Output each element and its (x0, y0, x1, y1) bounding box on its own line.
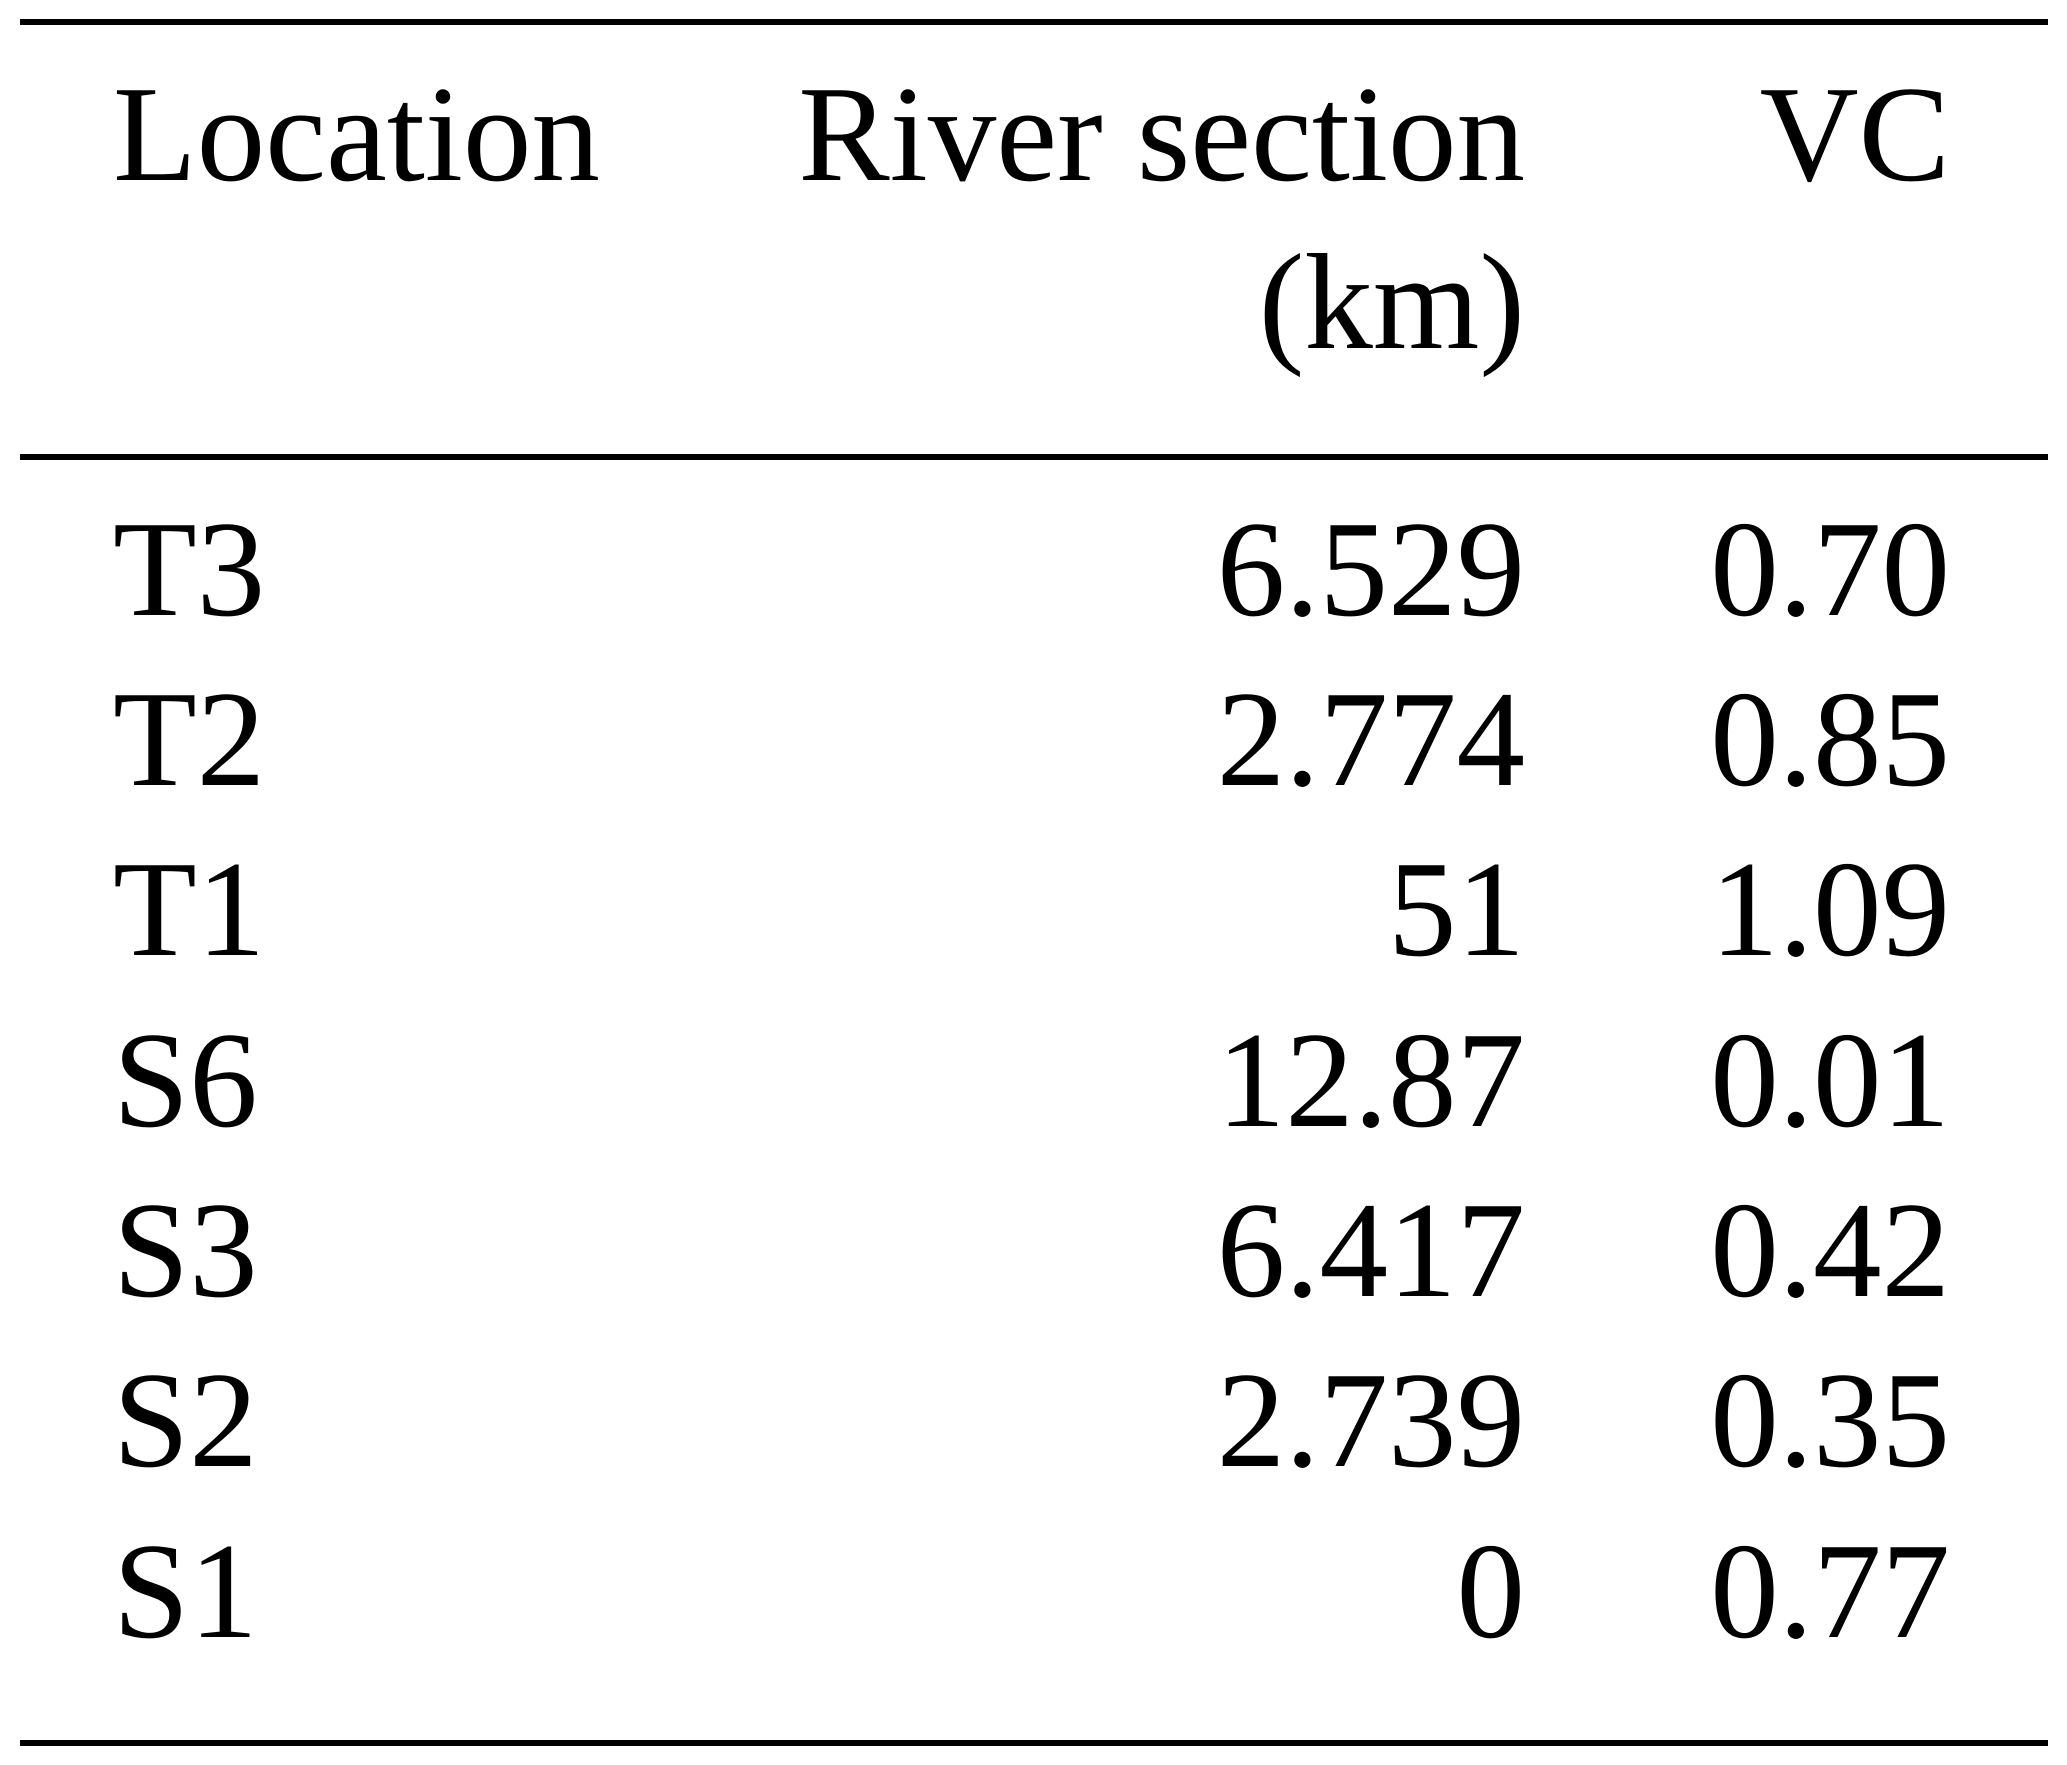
location-cell: S6 (113, 1004, 258, 1156)
river-section-cell: 6.417 (1216, 1174, 1525, 1326)
header-vc: VC (1759, 58, 1950, 210)
river-section-cell: 0 (1456, 1515, 1526, 1667)
vc-cell: 0.77 (1710, 1515, 1950, 1667)
river-section-cell: 6.529 (1216, 493, 1525, 645)
river-section-cell: 51 (1388, 833, 1525, 985)
location-cell: S1 (113, 1515, 258, 1667)
river-section-cell: 2.774 (1216, 663, 1525, 815)
header-river-section-unit: (km) (1258, 226, 1525, 378)
vc-cell: 0.01 (1710, 1004, 1950, 1156)
vc-cell: 0.85 (1710, 663, 1950, 815)
bottom-rule (20, 1740, 2048, 1746)
location-cell: T1 (113, 833, 266, 985)
vc-cell: 1.09 (1710, 833, 1950, 985)
vc-cell: 0.70 (1710, 493, 1950, 645)
top-rule (20, 19, 2048, 25)
river-section-cell: 12.87 (1216, 1004, 1525, 1156)
header-rule (20, 454, 2048, 460)
location-cell: S2 (113, 1344, 258, 1496)
header-river-section: River section (798, 58, 1525, 210)
location-cell: S3 (113, 1174, 258, 1326)
location-cell: T2 (113, 663, 266, 815)
location-cell: T3 (113, 493, 266, 645)
vc-cell: 0.42 (1710, 1174, 1950, 1326)
river-section-cell: 2.739 (1216, 1344, 1525, 1496)
header-location: Location (113, 58, 600, 210)
vc-cell: 0.35 (1710, 1344, 1950, 1496)
